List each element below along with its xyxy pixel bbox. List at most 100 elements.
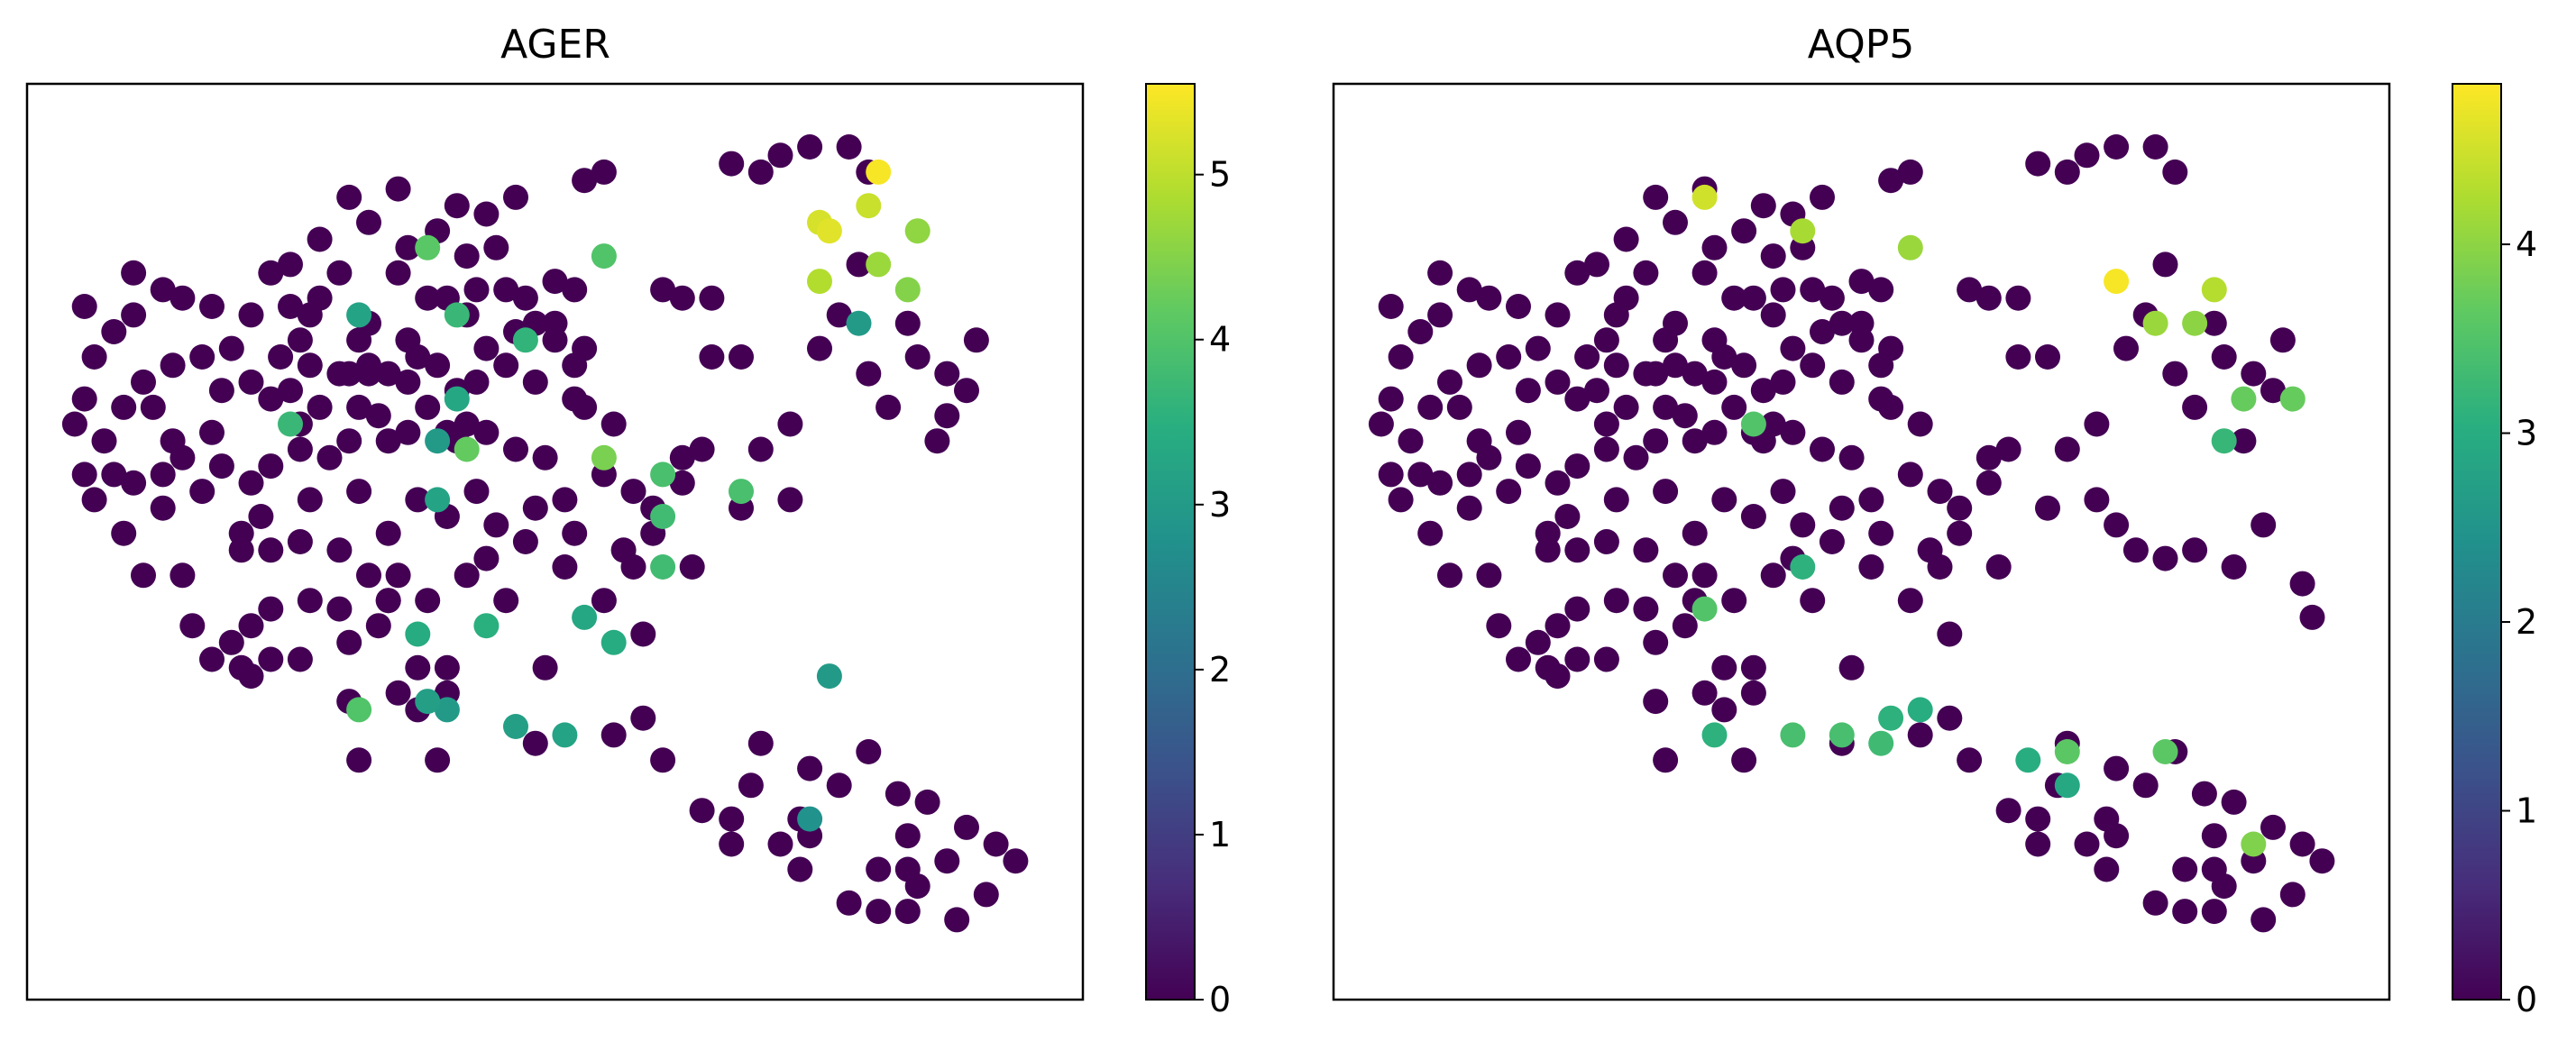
scatter-point	[2152, 251, 2178, 278]
scatter-point	[483, 234, 509, 260]
scatter-point	[2211, 344, 2237, 370]
scatter-point	[1868, 520, 1894, 546]
scatter-point	[297, 352, 323, 379]
scatter-point	[121, 302, 147, 328]
scatter-point	[1368, 411, 1394, 437]
scatter-point	[1800, 352, 1826, 379]
scatter-point	[1995, 436, 2021, 462]
scatter-point	[719, 151, 745, 177]
scatter-point	[2152, 545, 2178, 571]
scatter-point	[2241, 361, 2267, 387]
scatter-point	[1691, 260, 1718, 286]
scatter-point	[1878, 705, 1904, 731]
scatter-point	[503, 714, 528, 739]
scatter-point	[856, 193, 882, 219]
scatter-point	[2104, 269, 2130, 295]
scatter-point	[189, 344, 215, 370]
scatter-point	[1564, 260, 1591, 286]
scatter-point	[2054, 436, 2080, 462]
scatter-point	[1593, 411, 1619, 437]
scatter-point	[856, 739, 882, 764]
scatter-point	[669, 470, 695, 496]
scatter-point	[278, 251, 303, 278]
scatter-point	[1643, 689, 1669, 715]
scatter-point	[2054, 739, 2080, 764]
scatter-point	[1653, 747, 1679, 773]
scatter-point	[1819, 285, 1845, 311]
scatter-point	[562, 386, 588, 412]
scatter-point	[1995, 798, 2021, 824]
scatter-point	[826, 302, 852, 328]
scatter-point	[1584, 378, 1609, 404]
scatter-point	[2201, 856, 2227, 882]
scatter-point	[336, 428, 362, 454]
scatter-point	[81, 487, 107, 513]
scatter-point	[522, 369, 548, 395]
scatter-point	[326, 260, 353, 286]
scatter-point	[1643, 184, 1669, 210]
scatter-point	[807, 269, 832, 295]
scatter-point	[405, 621, 431, 647]
scatter-point	[1653, 327, 1679, 353]
scatter-point	[1663, 209, 1688, 235]
scatter-point	[473, 545, 500, 571]
scatter-point	[650, 462, 676, 488]
scatter-point	[904, 344, 930, 370]
panel-title-ager: AGER	[500, 22, 610, 68]
scatter-point	[1476, 285, 1502, 311]
scatter-point	[846, 310, 872, 336]
scatter-point	[1407, 462, 1434, 488]
scatter-point	[228, 520, 254, 546]
scatter-point	[415, 588, 441, 614]
scatter-point	[729, 344, 754, 370]
scatter-point	[258, 386, 284, 412]
scatter-point	[866, 856, 892, 882]
scatter-point	[1564, 453, 1591, 480]
scatter-point	[1663, 562, 1688, 589]
scatter-point	[885, 781, 911, 807]
scatter-point	[522, 495, 548, 521]
scatter-point	[1810, 184, 1835, 210]
scatter-point	[1897, 234, 1923, 260]
colorbar-tick-label: 5	[1209, 155, 1231, 195]
scatter-point	[434, 697, 460, 723]
scatter-point	[904, 218, 930, 244]
scatter-point	[689, 798, 715, 824]
scatter-point	[61, 411, 87, 437]
scatter-point	[679, 554, 705, 580]
scatter-point	[199, 419, 225, 445]
scatter-point	[600, 411, 627, 437]
scatter-point	[297, 487, 323, 513]
scatter-point	[846, 251, 872, 278]
scatter-point	[71, 294, 97, 319]
scatter-point	[729, 479, 754, 505]
scatter-point	[170, 444, 196, 471]
scatter-point	[552, 722, 578, 748]
scatter-point	[894, 310, 921, 336]
scatter-point	[101, 462, 127, 488]
scatter-point	[1427, 260, 1453, 286]
scatter-point	[1388, 344, 1414, 370]
scatter-point	[2231, 428, 2257, 454]
scatter-point	[140, 394, 166, 420]
scatter-point	[268, 344, 294, 370]
scatter-point	[287, 327, 313, 353]
scatter-point	[2054, 159, 2080, 185]
scatter-point	[1858, 554, 1884, 580]
scatter-point	[1564, 537, 1591, 563]
scatter-point	[111, 520, 137, 546]
scatter-point	[1378, 462, 1404, 488]
scatter-point	[542, 269, 568, 295]
scatter-point	[1564, 596, 1591, 622]
scatter-point	[375, 428, 401, 454]
plot-frame-aqp5	[1332, 82, 2391, 1001]
scatter-point	[924, 428, 950, 454]
scatter-point	[1388, 487, 1414, 513]
scatter-point	[1838, 444, 1865, 471]
scatter-point	[1446, 394, 1472, 420]
scatter-point	[405, 487, 431, 513]
scatter-point	[405, 654, 431, 681]
scatter-point	[1564, 386, 1591, 412]
scatter-point	[2182, 394, 2208, 420]
scatter-point	[2142, 134, 2168, 160]
